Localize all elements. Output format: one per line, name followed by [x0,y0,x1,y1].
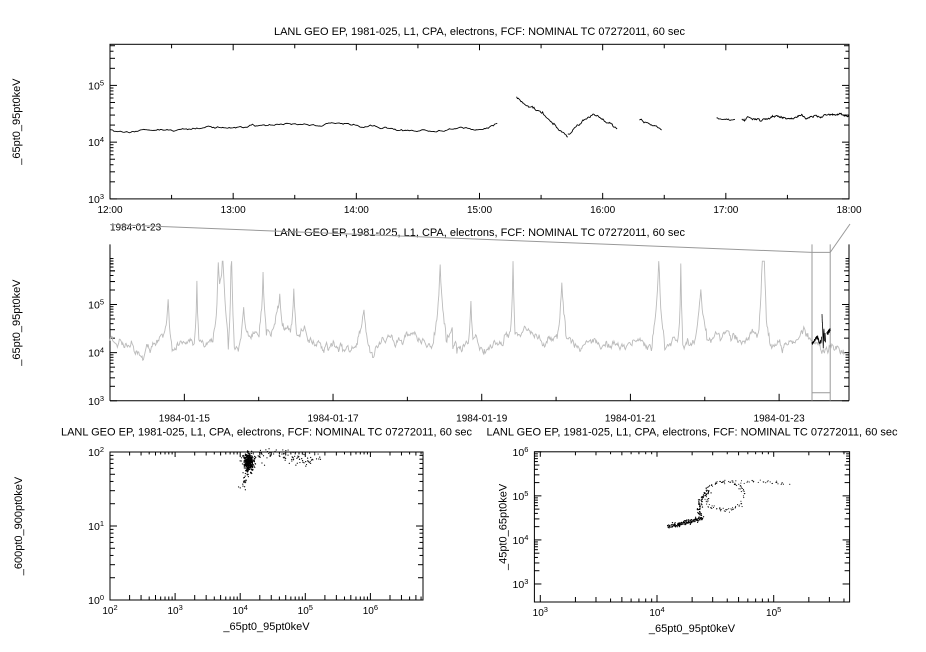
svg-text:1984-01-15: 1984-01-15 [159,414,211,425]
svg-text:1984-01-21: 1984-01-21 [605,414,657,425]
svg-text:1984-01-17: 1984-01-17 [307,414,359,425]
svg-text:LANL GEO EP, 1981-025, L1, CPA: LANL GEO EP, 1981-025, L1, CPA, electron… [486,427,898,439]
svg-text:_65pt0_95pt0keV: _65pt0_95pt0keV [11,279,23,367]
svg-text:1984-01-23: 1984-01-23 [754,414,806,425]
svg-text:18:00: 18:00 [836,205,861,216]
svg-text:LANL GEO EP, 1981-025, L1, CPA: LANL GEO EP, 1981-025, L1, CPA, electron… [274,26,686,38]
svg-text:13:00: 13:00 [221,205,246,216]
svg-text:14:00: 14:00 [344,205,369,216]
svg-text:15:00: 15:00 [467,205,492,216]
svg-text:16:00: 16:00 [590,205,615,216]
svg-text:_65pt0_95pt0keV: _65pt0_95pt0keV [222,621,310,633]
svg-text:12:00: 12:00 [97,205,122,216]
svg-text:17:00: 17:00 [713,205,738,216]
svg-text:_45pt0_65pt0keV: _45pt0_65pt0keV [497,483,509,571]
svg-text:LANL GEO EP, 1981-025, L1, CPA: LANL GEO EP, 1981-025, L1, CPA, electron… [61,427,473,439]
svg-text:_65pt0_95pt0keV: _65pt0_95pt0keV [11,78,23,166]
svg-text:_65pt0_95pt0keV: _65pt0_95pt0keV [648,623,736,635]
svg-text:1984-01-23: 1984-01-23 [110,223,162,234]
svg-text:_600pt0_900pt0keV: _600pt0_900pt0keV [13,476,25,576]
svg-text:1984-01-19: 1984-01-19 [456,414,508,425]
